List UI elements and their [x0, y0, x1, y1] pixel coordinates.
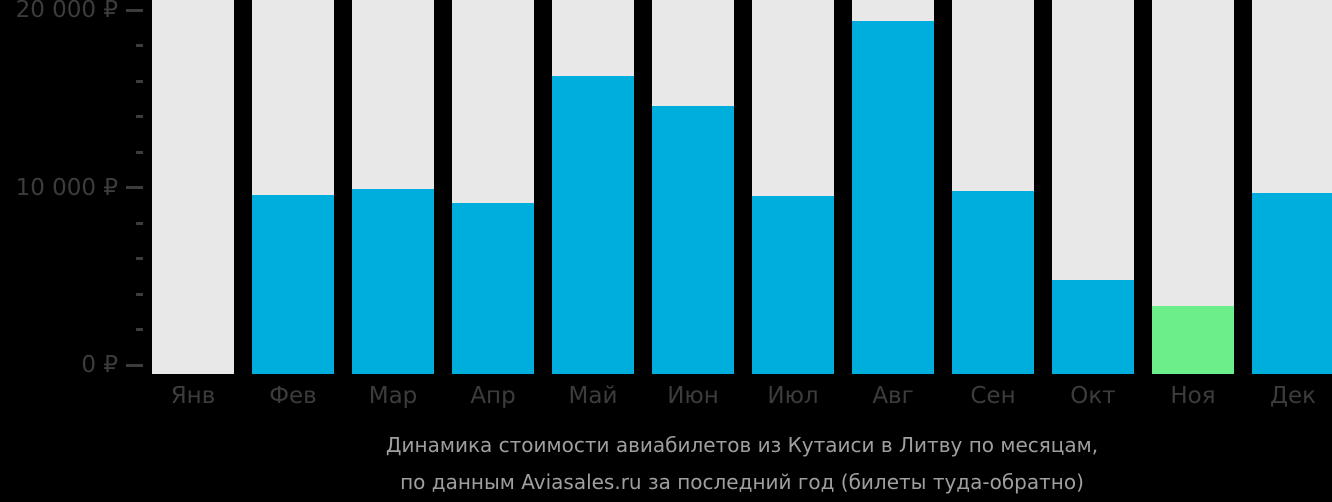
y-axis-minor-tick-16000 — [136, 79, 143, 83]
price-bar-sep[interactable] — [952, 191, 1034, 374]
y-axis-major-tick-20000 — [126, 8, 143, 12]
y-axis-minor-tick-4000 — [136, 292, 143, 296]
price-bar-apr[interactable] — [452, 203, 534, 374]
bar-column-feb[interactable] — [252, 0, 334, 374]
bar-column-dec[interactable] — [1252, 0, 1332, 374]
x-axis-label-feb: Фев — [269, 383, 317, 409]
y-axis-minor-tick-2000 — [136, 328, 143, 331]
y-axis-minor-tick-14000 — [136, 115, 143, 118]
price-bar-mar[interactable] — [352, 189, 434, 374]
x-axis-label-jan: Янв — [170, 383, 216, 409]
price-bar-jul[interactable] — [752, 196, 834, 374]
y-axis-major-tick-0 — [126, 363, 143, 367]
price-bar-feb[interactable] — [252, 194, 334, 374]
bar-column-mar[interactable] — [352, 0, 434, 374]
x-axis-label-dec: Дек — [1269, 383, 1316, 409]
price-bar-aug[interactable] — [852, 20, 934, 374]
bar-column-jun[interactable] — [652, 0, 734, 374]
bar-column-oct[interactable] — [1052, 0, 1134, 374]
x-axis-label-oct: Окт — [1070, 383, 1116, 409]
price-bar-oct[interactable] — [1052, 279, 1134, 374]
chart-caption: Динамика стоимости авиабилетов из Кутаис… — [152, 427, 1332, 501]
chart-caption-line2: по данным Aviasales.ru за последний год … — [400, 470, 1084, 494]
bar-column-aug[interactable] — [852, 0, 934, 374]
x-axis-label-jun: Июн — [667, 383, 719, 409]
x-axis-label-apr: Апр — [470, 383, 516, 409]
x-axis-label-sep: Сен — [970, 383, 1016, 409]
bar-column-nov[interactable] — [1152, 0, 1234, 374]
y-axis-label-20000: 20 000 ₽ — [15, 0, 118, 23]
plot-area: 0 ₽ 10 000 ₽ 20 000 ₽ — [15, 0, 1332, 378]
bar-column-jul[interactable] — [752, 0, 834, 374]
column-background-jan — [152, 0, 234, 374]
price-bar-may[interactable] — [552, 75, 634, 374]
y-axis-major-tick-10000 — [126, 186, 143, 189]
x-axis: Янв Фев Мар Апр Май Июн Июл Авг Сен Окт Ноя Дек — [0, 374, 1332, 418]
x-axis-label-aug: Авг — [872, 383, 914, 409]
y-axis-minor-tick-8000 — [136, 221, 143, 225]
y-axis-minor-tick-6000 — [136, 257, 143, 260]
price-bar-dec[interactable] — [1252, 192, 1332, 374]
bar-column-sep[interactable] — [952, 0, 1034, 374]
bar-column-apr[interactable] — [452, 0, 534, 374]
price-bar-jun[interactable] — [652, 105, 734, 374]
y-axis-label-0: 0 ₽ — [81, 352, 118, 378]
y-axis-minor-tick-18000 — [136, 44, 143, 47]
x-axis-label-nov: Ноя — [1170, 383, 1216, 409]
x-axis-label-mar: Мар — [368, 383, 418, 409]
price-bar-nov[interactable] — [1152, 306, 1234, 374]
bar-column-jan[interactable] — [152, 0, 234, 374]
x-axis-label-jul: Июл — [767, 383, 819, 409]
chart-caption-line1: Динамика стоимости авиабилетов из Кутаис… — [385, 433, 1099, 457]
bar-column-may[interactable] — [552, 0, 634, 374]
y-axis-label-10000: 10 000 ₽ — [15, 174, 118, 201]
x-axis-label-may: Май — [568, 383, 618, 409]
y-axis-minor-tick-12000 — [136, 150, 143, 154]
